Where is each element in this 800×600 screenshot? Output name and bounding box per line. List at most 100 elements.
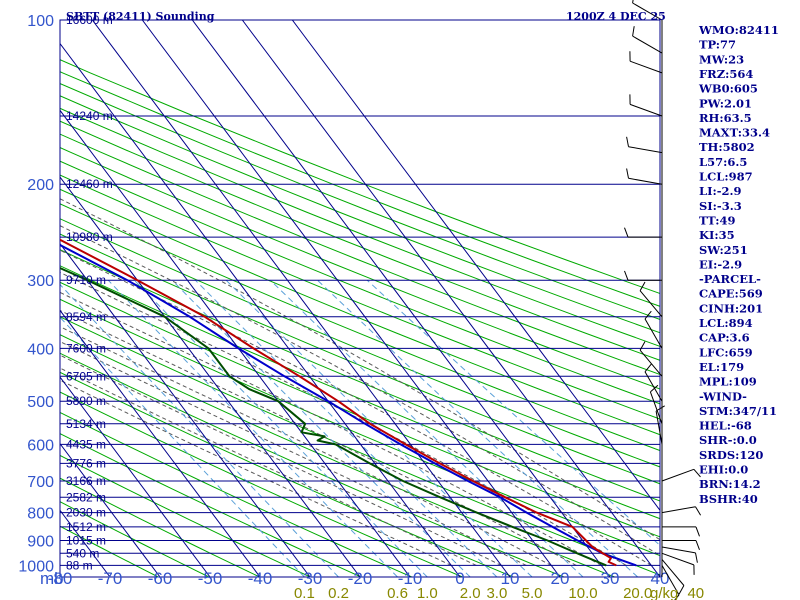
mixing-ratio-line: [269, 279, 584, 577]
index-line: LCL:987: [699, 170, 753, 184]
dry-adiabat: [60, 391, 463, 577]
wind-barb-shaft: [661, 559, 685, 586]
height-label: 8594 m: [66, 310, 106, 324]
wind-barb-shaft: [629, 60, 663, 74]
index-line: KI:35: [699, 228, 735, 242]
height-label: 5890 m: [66, 394, 106, 408]
index-line: CAP:3.6: [699, 331, 750, 345]
wind-barb-shaft: [632, 35, 663, 54]
x-tick-label: -20: [348, 569, 373, 588]
isotherm: [60, 176, 361, 577]
mixing-ratio-line: [107, 279, 398, 577]
isotherm: [60, 376, 211, 577]
isotherm: [60, 442, 161, 577]
dry-adiabat: [60, 95, 660, 334]
wind-barb-flag: [693, 468, 701, 478]
isotherm: [291, 20, 660, 512]
height-label: 2582 m: [66, 490, 106, 504]
height-label: 1512 m: [66, 520, 106, 534]
isotherm: [241, 20, 660, 577]
height-label: 2030 m: [66, 506, 106, 520]
index-line: LI:-2.9: [699, 184, 742, 198]
moist-adiabat: [60, 225, 660, 557]
profiles: [60, 238, 637, 567]
pressure-label: 600: [27, 437, 54, 454]
wind-barb-shaft: [629, 103, 663, 117]
dry-adiabat: [60, 411, 413, 577]
dry-adiabat: [60, 525, 159, 577]
index-line: HEL:-68: [699, 419, 752, 433]
mixing-ratio-labels: 0.1 0.2 0.6 1.0 2.0 3.0 5.0 10.0 20.0 40: [294, 585, 704, 600]
background-lines: [60, 20, 660, 577]
dry-adiabat: [60, 265, 660, 520]
height-label: 6705 m: [66, 369, 106, 383]
isotherm: [141, 20, 561, 577]
wind-barb-shaft: [661, 565, 680, 596]
mixing-ratio-label: 0.2: [328, 585, 349, 600]
wind-barb-shaft: [655, 410, 663, 445]
mixing-ratio-line: [60, 283, 339, 577]
isotherm: [91, 20, 511, 577]
height-label: 9710 m: [66, 273, 106, 287]
index-line: FRZ:564: [699, 67, 753, 81]
wind-barb-flag: [639, 281, 646, 291]
pressure-label: 300: [27, 273, 54, 290]
moist-adiabat: [60, 271, 627, 566]
index-line: MAXT:33.4: [699, 126, 770, 140]
index-line: BSHR:40: [699, 492, 758, 506]
index-line: SI:-3.3: [699, 199, 742, 213]
chart-title: SBTT (82411) Sounding: [66, 10, 215, 23]
x-tick-label: 0: [455, 569, 464, 588]
wind-barb-shaft: [644, 371, 663, 402]
wind-barb-flag: [639, 341, 646, 351]
dry-adiabat: [60, 249, 660, 502]
dry-adiabat: [60, 174, 660, 420]
dry-adiabat: [60, 203, 660, 452]
index-line: TP:77: [699, 38, 736, 52]
dry-adiabat: [60, 298, 660, 557]
index-line: LFC:659: [699, 345, 753, 359]
moist-adiabat: [60, 367, 477, 566]
mixing-ratio-line: [317, 279, 639, 577]
isotherm: [60, 42, 461, 577]
dry-adiabat: [60, 218, 660, 468]
mixing-ratio-unit: g/kg: [650, 585, 678, 600]
x-tick-label: 40: [651, 569, 670, 588]
index-line: SHR-:0.0: [699, 433, 757, 447]
isotherm: [60, 242, 311, 577]
mixing-ratio-label: 3.0: [486, 585, 507, 600]
height-label: 3166 m: [66, 474, 106, 488]
mixing-ratio-label: 2.0: [460, 585, 481, 600]
index-line: -PARCEL-: [699, 272, 761, 286]
x-tick-label: 10: [501, 569, 520, 588]
index-line: CAPE:569: [699, 287, 763, 301]
mixing-ratio-line: [171, 279, 471, 577]
mixing-ratio-label: 5.0: [522, 585, 543, 600]
dry-adiabat: [60, 160, 660, 405]
moist-adiabat: [60, 309, 577, 566]
index-line: -WIND-: [699, 389, 747, 403]
index-line: CINH:201: [699, 301, 763, 315]
index-line: TH:5802: [699, 140, 755, 154]
mixing-ratio-label: 0.6: [387, 585, 408, 600]
wind-barb-shaft: [639, 290, 663, 318]
mixing-ratio-label: 0.1: [294, 585, 315, 600]
mixing-ratio-line: [225, 279, 533, 577]
moist-adiabat: [60, 198, 660, 541]
dry-adiabat: [60, 334, 615, 577]
parcel-profile: [60, 243, 637, 567]
index-line: RH:63.5: [699, 111, 752, 125]
pressure-label: 900: [27, 534, 54, 551]
wind-barbs: [624, 0, 702, 600]
wind-barb-shaft: [632, 2, 663, 21]
mixing-ratio-line: [134, 279, 428, 577]
index-line: STM:347/11: [699, 404, 777, 418]
dry-adiabat: [60, 477, 260, 577]
mixing-ratio-label: 1.0: [417, 585, 438, 600]
index-line: TT:49: [699, 213, 736, 227]
height-label: 3776 m: [66, 456, 106, 470]
wind-barb-shaft: [628, 177, 663, 185]
index-line: BRN:14.2: [699, 477, 761, 491]
dry-adiabat: [60, 133, 660, 376]
